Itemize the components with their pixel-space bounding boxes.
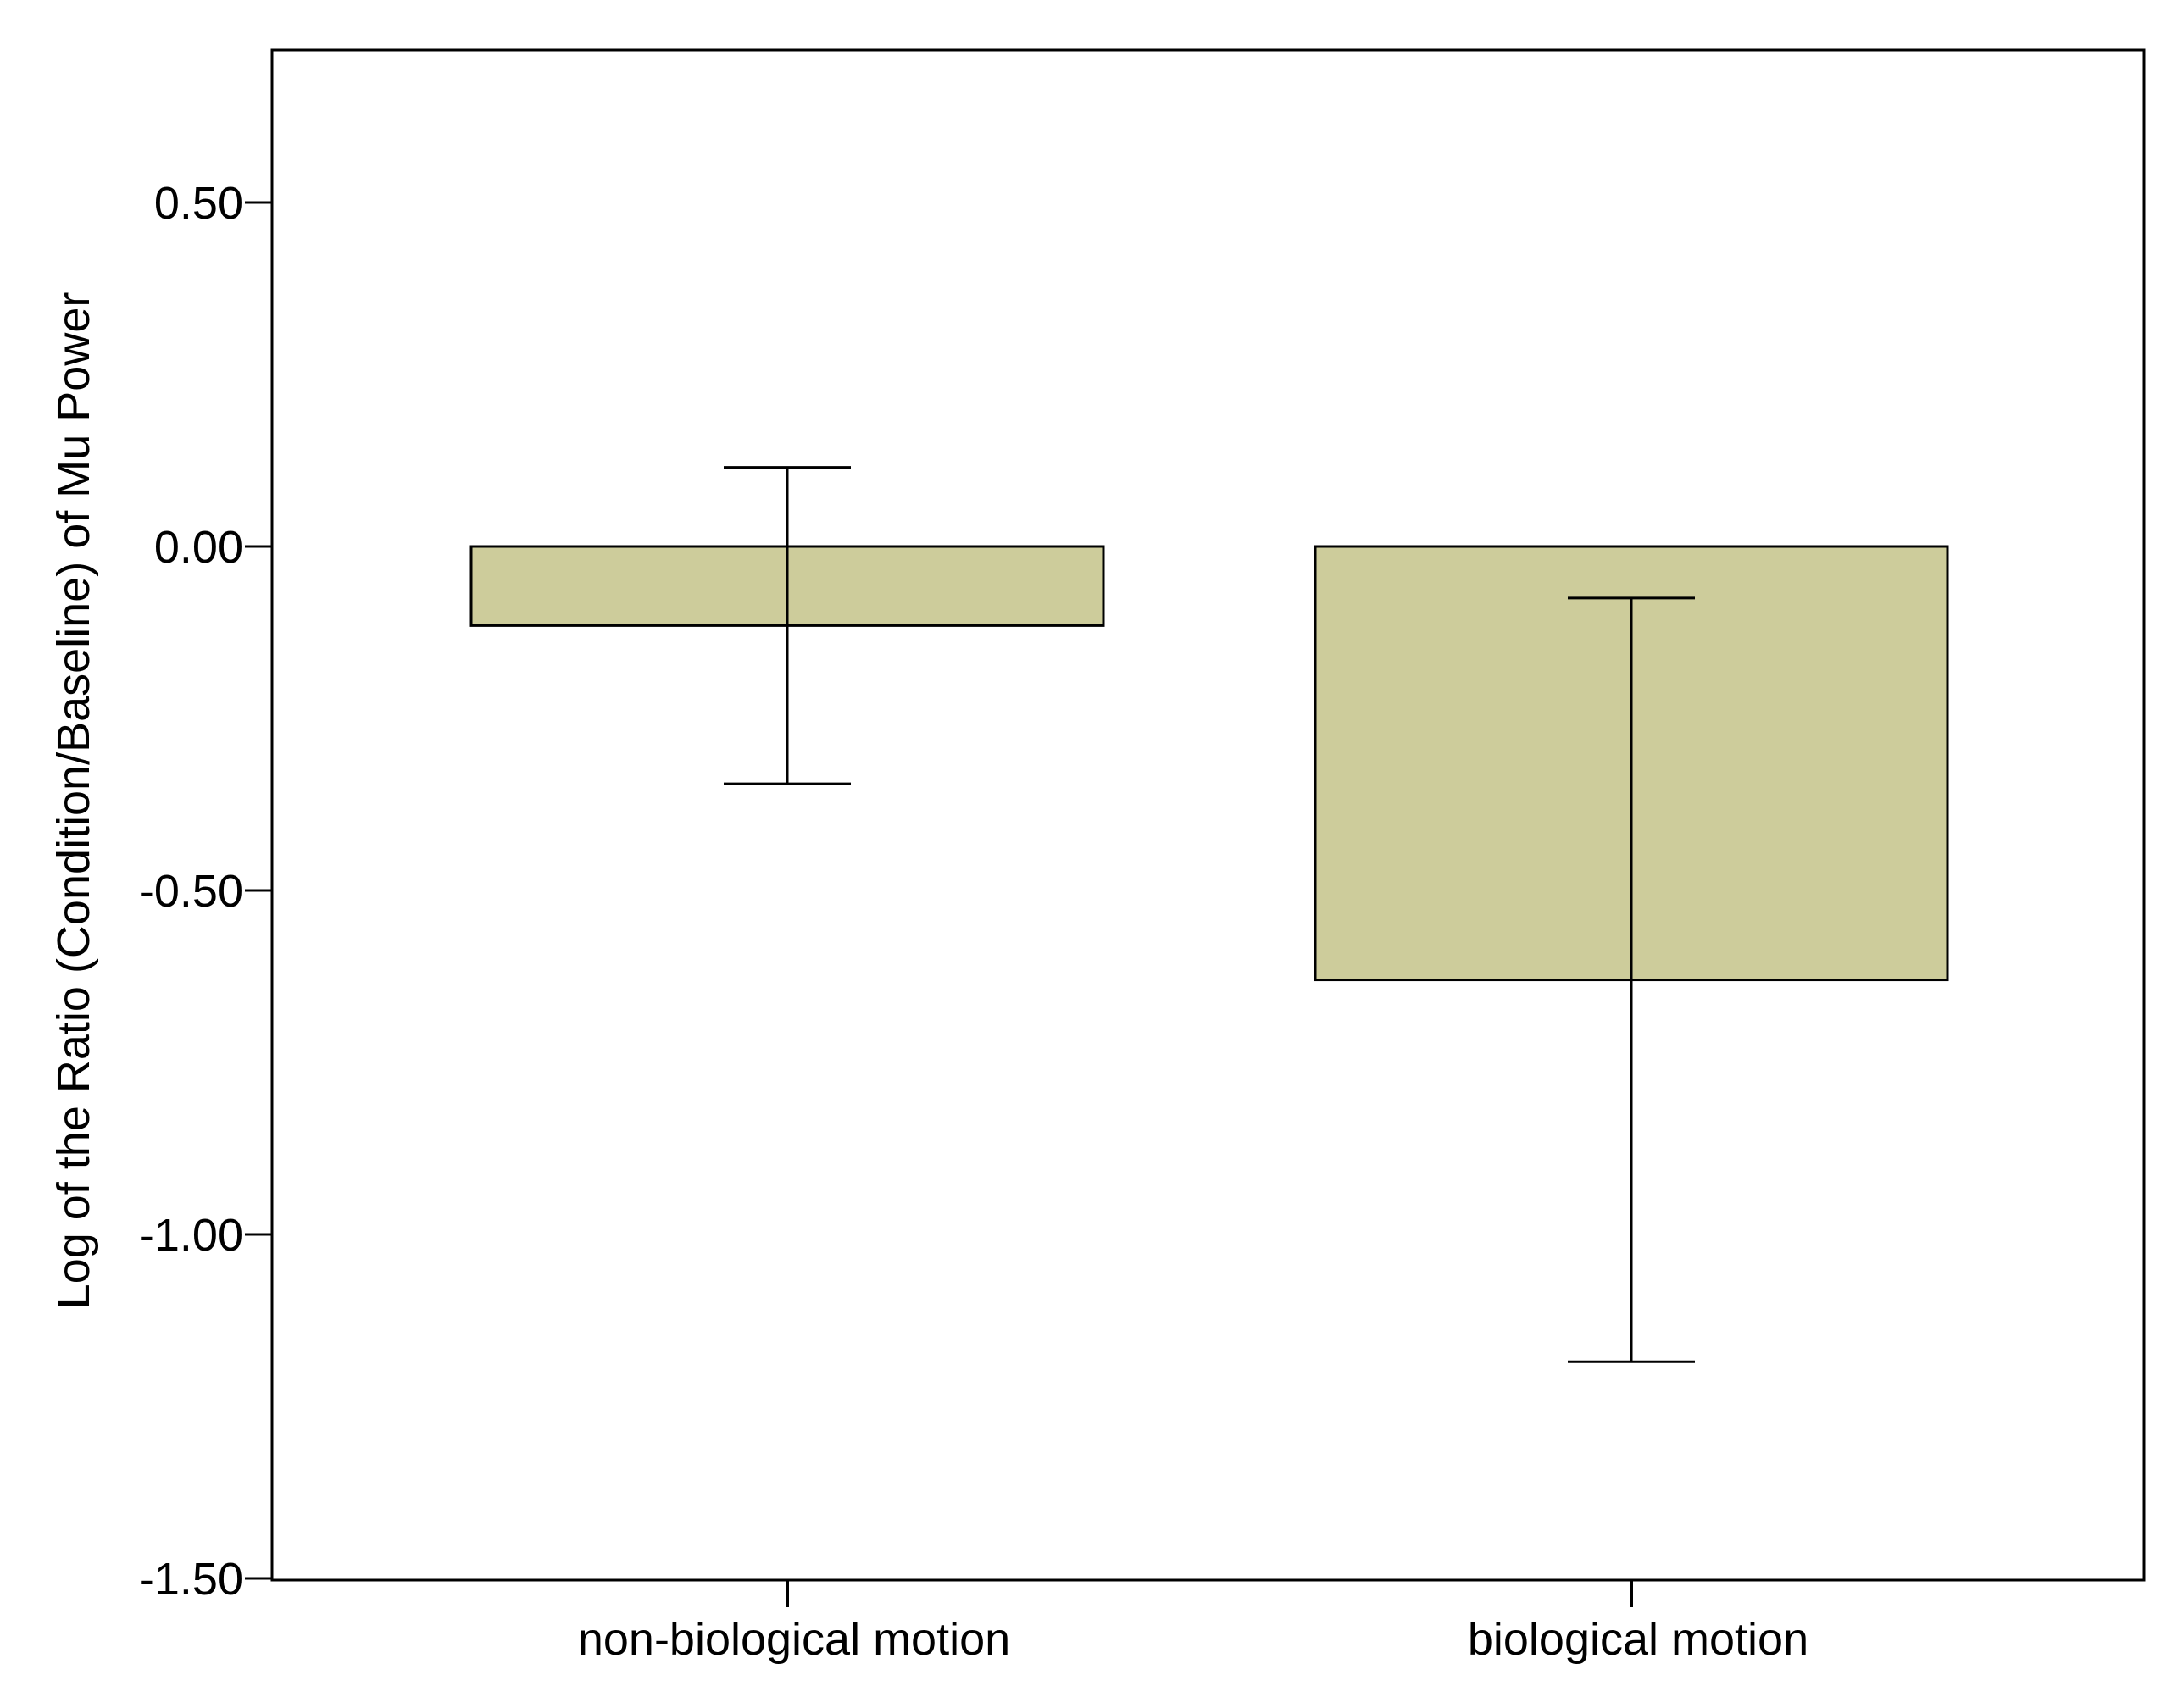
y-tick-label: 0.00 <box>154 522 243 573</box>
error-bars-layer <box>724 466 1695 1363</box>
y-tick-label: 0.50 <box>154 178 243 229</box>
x-tick-label: biological motion <box>1468 1614 1808 1665</box>
y-axis-label: Log of the Ratio (Condition/Baseline) of… <box>48 292 99 1310</box>
y-axis: 0.50 0.00 -0.50 -1.00 -1.50 <box>139 178 272 1605</box>
y-tick-label: -1.00 <box>139 1210 243 1261</box>
y-tick-label: -1.50 <box>139 1554 243 1605</box>
x-axis: non-biological motion biological motion <box>578 1580 1808 1665</box>
plot-frame <box>270 48 2146 1582</box>
x-tick-label: non-biological motion <box>578 1614 1010 1665</box>
y-tick-label: -0.50 <box>139 866 243 917</box>
